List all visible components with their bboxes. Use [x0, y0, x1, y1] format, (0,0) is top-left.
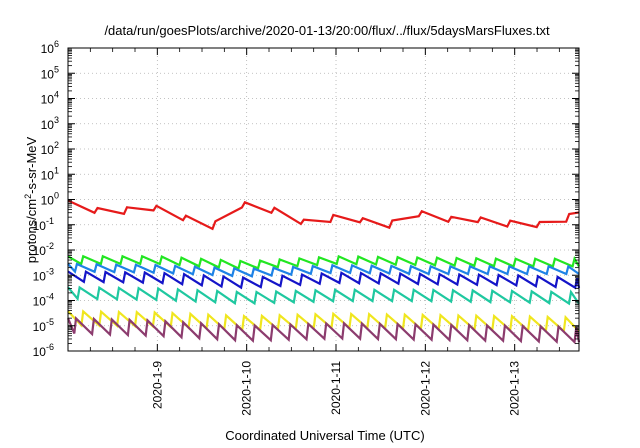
chart-title: /data/run/goesPlots/archive/2020-01-13/2…	[104, 23, 550, 38]
axes	[67, 47, 580, 352]
y-tick-label: 104	[41, 90, 59, 107]
y-tick-label: 106	[41, 39, 59, 56]
x-tick-label: 2020-1-9	[150, 361, 164, 409]
series-line-0	[67, 199, 580, 231]
y-tick-label: 10-1	[33, 216, 54, 233]
y-tick-label: 10-3	[33, 266, 54, 283]
y-tick-label: 10-6	[33, 342, 54, 359]
y-tick-label: 10-5	[33, 317, 54, 334]
series-line-6	[66, 316, 581, 345]
y-tick-label: 103	[41, 115, 59, 132]
y-tick-label: 101	[41, 165, 59, 182]
y-tick-labels: 10-6 10-5 10-4 10-3 10-2 10-1 100 101 102 103 104 1…	[33, 39, 59, 359]
x-tick-label: 2020-1-10	[240, 361, 254, 416]
x-tick-label: 2020-1-13	[508, 361, 522, 416]
xlabel: Coordinated Universal Time (UTC)	[225, 428, 424, 443]
series-line-4	[67, 285, 580, 306]
series-line-2	[67, 262, 580, 278]
grid-lines	[68, 48, 579, 351]
y-tick-label: 105	[41, 64, 59, 81]
plot-frame	[67, 47, 580, 352]
x-tick-label: 2020-1-11	[329, 361, 343, 415]
y-tick-label: 100	[41, 191, 59, 208]
series-line-1	[67, 254, 580, 271]
ylabel: protons/cm2-s-sr-MeV	[23, 136, 39, 263]
y-tick-label: 102	[41, 140, 59, 157]
series-layer	[66, 199, 581, 345]
x-tick-label: 2020-1-12	[418, 361, 432, 416]
y-tick-label: 10-4	[33, 292, 54, 309]
y-tick-label: 10-2	[33, 241, 54, 258]
series-line-5	[67, 309, 580, 334]
x-tick-labels: 2020-1-9 2020-1-10 2020-1-11 2020-1-12 2020-…	[150, 361, 521, 416]
series-line-3	[67, 269, 581, 290]
